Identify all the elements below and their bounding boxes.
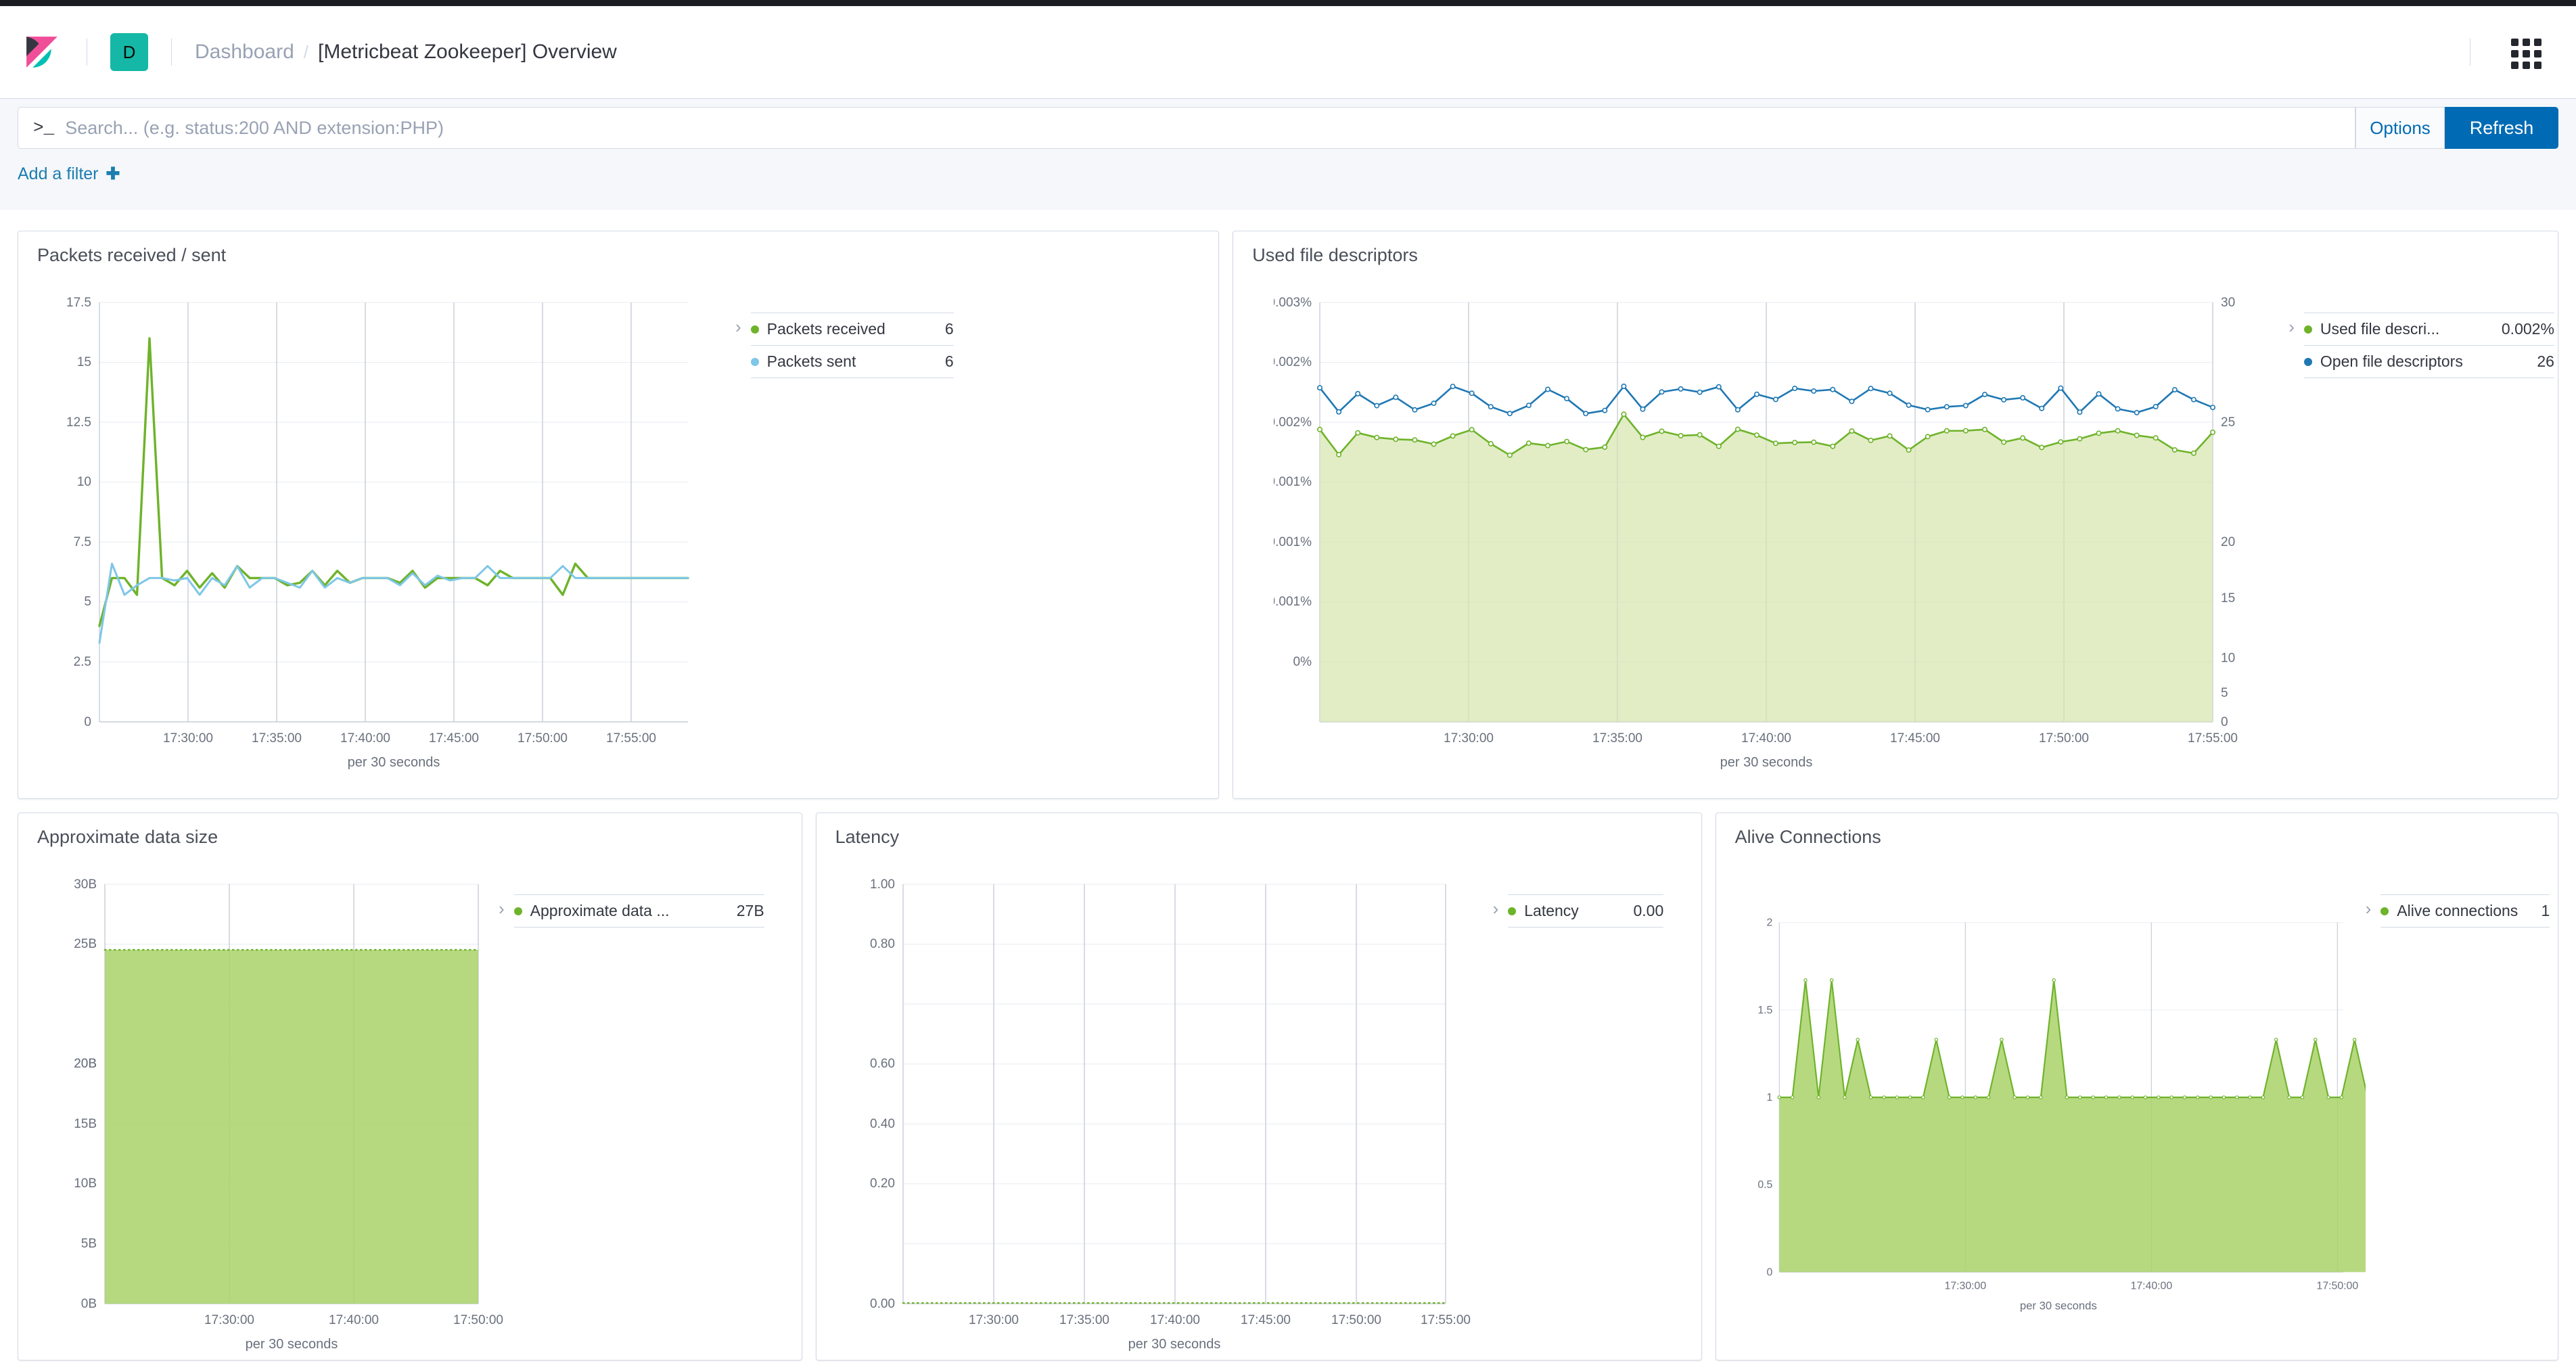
svg-text:20B: 20B <box>74 1057 97 1071</box>
svg-text:0: 0 <box>2221 715 2228 729</box>
svg-text:17:55:00: 17:55:00 <box>1421 1313 1471 1327</box>
svg-text:0.001%: 0.001% <box>1274 475 1312 489</box>
svg-text:per 30 seconds: per 30 seconds <box>1720 755 1813 769</box>
svg-text:17:55:00: 17:55:00 <box>2188 731 2238 746</box>
svg-text:17:45:00: 17:45:00 <box>1890 731 1940 746</box>
svg-text:5B: 5B <box>81 1237 97 1251</box>
svg-text:17:50:00: 17:50:00 <box>1331 1313 1381 1327</box>
svg-text:17:40:00: 17:40:00 <box>1741 731 1791 746</box>
svg-text:2: 2 <box>1766 917 1772 929</box>
svg-text:20: 20 <box>2221 535 2235 549</box>
svg-text:per 30 seconds: per 30 seconds <box>2019 1299 2096 1312</box>
svg-text:17:40:00: 17:40:00 <box>1150 1313 1200 1327</box>
svg-text:17:30:00: 17:30:00 <box>163 731 213 746</box>
svg-text:0.60: 0.60 <box>870 1057 895 1071</box>
svg-text:17:35:00: 17:35:00 <box>252 731 302 746</box>
svg-text:17:40:00: 17:40:00 <box>2130 1280 2172 1291</box>
svg-text:per 30 seconds: per 30 seconds <box>1128 1337 1220 1351</box>
svg-text:1.5: 1.5 <box>1757 1005 1772 1016</box>
svg-text:10B: 10B <box>74 1176 97 1191</box>
svg-text:0.002%: 0.002% <box>1274 415 1312 430</box>
svg-text:17:40:00: 17:40:00 <box>340 731 390 746</box>
svg-text:17:35:00: 17:35:00 <box>1592 731 1642 746</box>
svg-text:17:30:00: 17:30:00 <box>969 1313 1019 1327</box>
svg-text:7.5: 7.5 <box>74 535 91 549</box>
svg-text:0B: 0B <box>81 1297 97 1311</box>
svg-text:15: 15 <box>2221 591 2235 605</box>
svg-text:15: 15 <box>77 355 91 369</box>
svg-text:0.00: 0.00 <box>870 1297 895 1311</box>
svg-text:17:50:00: 17:50:00 <box>453 1313 503 1327</box>
svg-text:5: 5 <box>2221 686 2228 700</box>
svg-text:0.002%: 0.002% <box>1274 355 1312 369</box>
svg-text:0.20: 0.20 <box>870 1176 895 1191</box>
svg-text:25: 25 <box>2221 415 2235 430</box>
svg-text:30: 30 <box>2221 296 2235 310</box>
svg-text:30B: 30B <box>74 877 97 892</box>
svg-text:0.001%: 0.001% <box>1274 535 1312 549</box>
svg-text:15B: 15B <box>74 1117 97 1131</box>
svg-text:1: 1 <box>1766 1092 1772 1103</box>
svg-text:17:45:00: 17:45:00 <box>1241 1313 1291 1327</box>
svg-text:17:50:00: 17:50:00 <box>518 731 568 746</box>
svg-text:12.5: 12.5 <box>66 415 91 430</box>
svg-text:17:45:00: 17:45:00 <box>429 731 479 746</box>
svg-text:per 30 seconds: per 30 seconds <box>246 1337 338 1351</box>
svg-text:10: 10 <box>2221 651 2235 665</box>
svg-text:0.40: 0.40 <box>870 1117 895 1131</box>
svg-text:per 30 seconds: per 30 seconds <box>348 755 440 769</box>
svg-text:5: 5 <box>84 595 91 609</box>
svg-text:0%: 0% <box>1293 655 1312 669</box>
svg-text:0.5: 0.5 <box>1757 1179 1772 1191</box>
svg-text:17:50:00: 17:50:00 <box>2316 1280 2358 1291</box>
svg-text:0.80: 0.80 <box>870 937 895 951</box>
svg-text:25B: 25B <box>74 937 97 951</box>
svg-text:0: 0 <box>1766 1266 1772 1278</box>
svg-text:0: 0 <box>84 715 91 729</box>
svg-text:0.003%: 0.003% <box>1274 296 1312 310</box>
svg-text:17:30:00: 17:30:00 <box>204 1313 254 1327</box>
svg-text:2.5: 2.5 <box>74 655 91 669</box>
svg-text:17.5: 17.5 <box>66 296 91 310</box>
svg-text:1.00: 1.00 <box>870 877 895 892</box>
svg-text:17:40:00: 17:40:00 <box>329 1313 379 1327</box>
svg-text:0.001%: 0.001% <box>1274 595 1312 609</box>
svg-text:17:50:00: 17:50:00 <box>2039 731 2089 746</box>
svg-text:10: 10 <box>77 475 91 489</box>
svg-text:17:55:00: 17:55:00 <box>606 731 656 746</box>
svg-text:17:30:00: 17:30:00 <box>1944 1280 1986 1291</box>
svg-text:17:30:00: 17:30:00 <box>1444 731 1494 746</box>
svg-text:17:35:00: 17:35:00 <box>1059 1313 1109 1327</box>
